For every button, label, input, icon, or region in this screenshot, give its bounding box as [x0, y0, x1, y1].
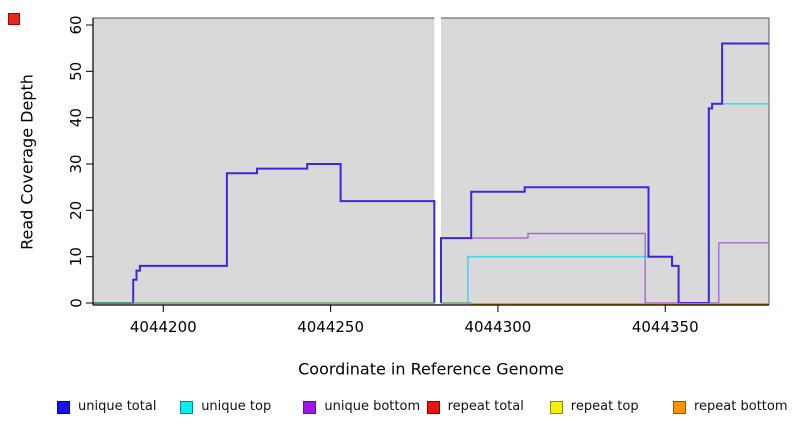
series-unique-total — [93, 163, 436, 304]
x-tick-label: 4044250 — [297, 318, 364, 336]
x-axis-title: Coordinate in Reference Genome — [298, 359, 564, 379]
coverage-gap-band — [434, 16, 442, 304]
y-tick-label: 20 — [67, 201, 85, 220]
y-axis-title: Read Coverage Depth — [17, 74, 37, 250]
plot-border — [93, 17, 770, 305]
plot-background — [93, 18, 769, 305]
y-tick-label: 30 — [67, 154, 85, 173]
x-tick-label: 4044300 — [465, 318, 532, 336]
y-tick-label: 50 — [67, 62, 85, 81]
x-tick-label: 4044350 — [632, 318, 699, 336]
y-tick-label: 10 — [67, 247, 85, 266]
corner-red-square — [8, 13, 20, 25]
y-tick-label: 0 — [67, 298, 85, 308]
y-tick-label: 40 — [67, 108, 85, 127]
y-tick-label: 60 — [67, 15, 85, 34]
series-unique-total — [440, 42, 769, 304]
x-tick-label: 4044200 — [130, 318, 197, 336]
